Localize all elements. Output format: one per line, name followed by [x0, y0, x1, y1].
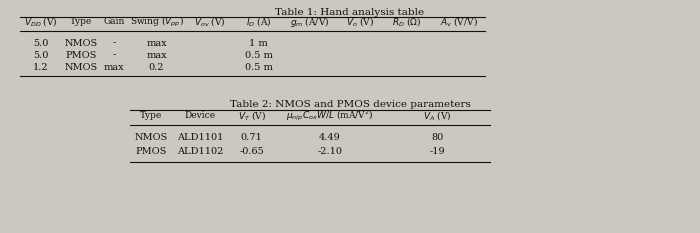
Text: $\mu_{n/p}C_{ox}W/L$ (mA/V$^2$): $\mu_{n/p}C_{ox}W/L$ (mA/V$^2$) [286, 109, 374, 123]
Text: $g_m$ (A/V): $g_m$ (A/V) [290, 15, 330, 29]
Text: $R_D$ ($\Omega$): $R_D$ ($\Omega$) [392, 16, 421, 28]
Text: 80: 80 [431, 134, 444, 143]
Text: 0.5 m: 0.5 m [244, 51, 272, 59]
Text: 1 m: 1 m [249, 38, 268, 48]
Text: $V_{ov}$ (V): $V_{ov}$ (V) [194, 16, 225, 28]
Text: Type: Type [70, 17, 92, 27]
Text: -: - [113, 38, 116, 48]
Text: $V_T$ (V): $V_T$ (V) [237, 110, 265, 123]
Text: 0.71: 0.71 [241, 134, 262, 143]
Text: $A_v$ (V/V): $A_v$ (V/V) [440, 16, 477, 28]
Text: PMOS: PMOS [136, 147, 167, 157]
Text: Type: Type [141, 112, 162, 120]
Text: 4.49: 4.49 [319, 134, 341, 143]
Text: -: - [113, 51, 116, 59]
Text: PMOS: PMOS [65, 51, 97, 59]
Text: 1.2: 1.2 [33, 62, 49, 72]
Text: 5.0: 5.0 [34, 51, 49, 59]
Text: 0.2: 0.2 [148, 62, 164, 72]
Text: 0.5 m: 0.5 m [244, 62, 272, 72]
Text: $V_{DD}$ (V): $V_{DD}$ (V) [24, 16, 58, 28]
Text: Table 1: Hand analysis table: Table 1: Hand analysis table [275, 8, 425, 17]
Text: Swing ($V_{pp}$): Swing ($V_{pp}$) [130, 15, 183, 29]
Text: -0.65: -0.65 [239, 147, 264, 157]
Text: Gain: Gain [104, 17, 125, 27]
Text: NMOS: NMOS [64, 62, 97, 72]
Text: 5.0: 5.0 [34, 38, 49, 48]
Text: Device: Device [185, 112, 216, 120]
Text: NMOS: NMOS [64, 38, 97, 48]
Text: max: max [104, 62, 125, 72]
Text: max: max [146, 38, 167, 48]
Text: ALD1102: ALD1102 [177, 147, 224, 157]
Text: $V_A$ (V): $V_A$ (V) [424, 110, 452, 123]
Text: -19: -19 [430, 147, 445, 157]
Text: $V_o$ (V): $V_o$ (V) [346, 16, 374, 28]
Text: max: max [146, 51, 167, 59]
Text: ALD1101: ALD1101 [177, 134, 224, 143]
Text: -2.10: -2.10 [318, 147, 342, 157]
Text: Table 2: NMOS and PMOS device parameters: Table 2: NMOS and PMOS device parameters [230, 100, 470, 109]
Text: $I_D$ (A): $I_D$ (A) [246, 16, 271, 28]
Text: NMOS: NMOS [135, 134, 168, 143]
